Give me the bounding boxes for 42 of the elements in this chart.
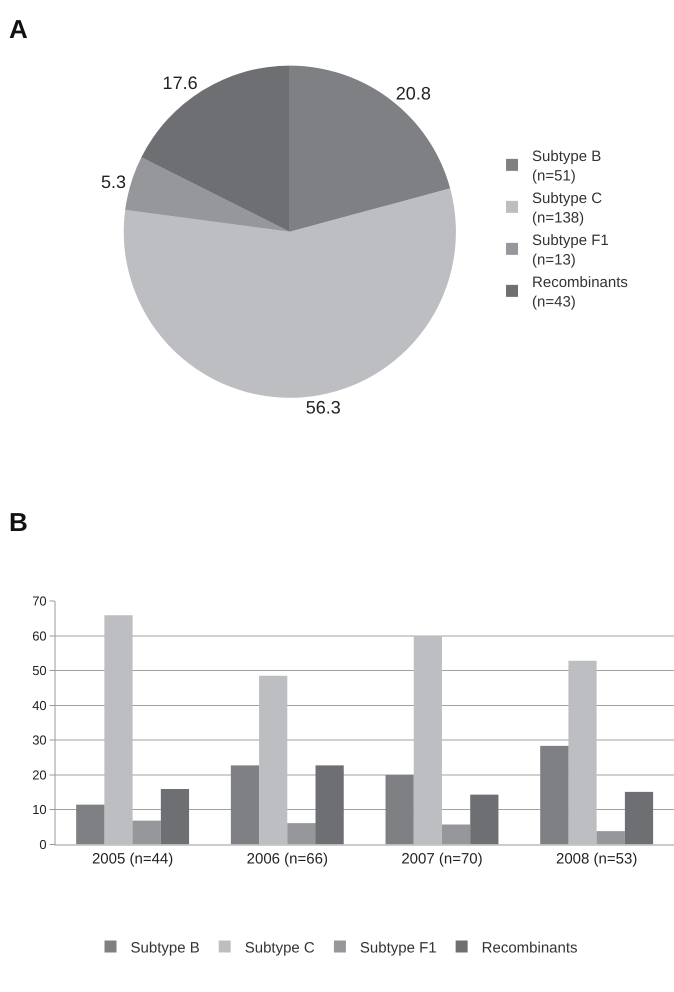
pie-slice (125, 157, 290, 232)
bar (230, 765, 260, 844)
y-tick-label: 40 (32, 698, 47, 713)
bar (316, 765, 344, 844)
bar (540, 746, 568, 844)
x-tick-label: 2008 (n=53) (556, 850, 638, 868)
bar (414, 636, 442, 844)
y-tick-label: 10 (32, 802, 47, 818)
legend-label: Recombinants (482, 939, 578, 956)
data-label: 20.8 (396, 84, 431, 104)
data-label: 56.3 (306, 397, 341, 418)
x-tick-label: 2007 (n=70) (401, 850, 483, 868)
x-tick-label: 2006 (n=66) (246, 850, 328, 868)
legend-label: Subtype F1 (360, 939, 437, 956)
bar (624, 792, 654, 844)
legend-label: Subtype F1 (n=13) (532, 232, 609, 268)
data-label: 17.6 (162, 73, 198, 94)
pie-slice (290, 66, 450, 232)
y-tick-label: 70 (32, 594, 47, 609)
y-tick-label: 60 (32, 628, 47, 644)
data-label: 5.3 (101, 172, 126, 192)
legend-label: Recombinants (n=43) (532, 274, 628, 310)
bar (386, 774, 414, 844)
bar (76, 804, 104, 844)
y-tick-label: 0 (39, 836, 47, 852)
pie-slice (141, 66, 290, 232)
pie-slice (124, 188, 456, 398)
x-tick-label: 2005 (n=44) (92, 850, 174, 868)
bar (259, 676, 288, 844)
text: A (9, 14, 28, 44)
bar (104, 615, 133, 844)
legend-label: Subtype C (n=138) (532, 190, 602, 226)
y-tick-label: 50 (32, 663, 47, 678)
text: B (9, 507, 28, 537)
legend-label: Subtype B (130, 939, 200, 956)
legend-label: Subtype B (n=51) (532, 148, 602, 184)
legend-label: Subtype C (244, 939, 315, 956)
bar (470, 794, 498, 844)
y-tick-label: 30 (32, 732, 47, 748)
bar (568, 660, 597, 844)
y-tick-label: 20 (32, 767, 47, 782)
bar (160, 789, 190, 844)
